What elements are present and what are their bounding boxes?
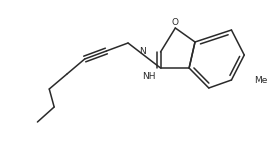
Text: O: O (172, 17, 179, 26)
Text: N: N (139, 46, 146, 56)
Text: NH: NH (142, 71, 156, 81)
Text: Me: Me (254, 75, 268, 85)
